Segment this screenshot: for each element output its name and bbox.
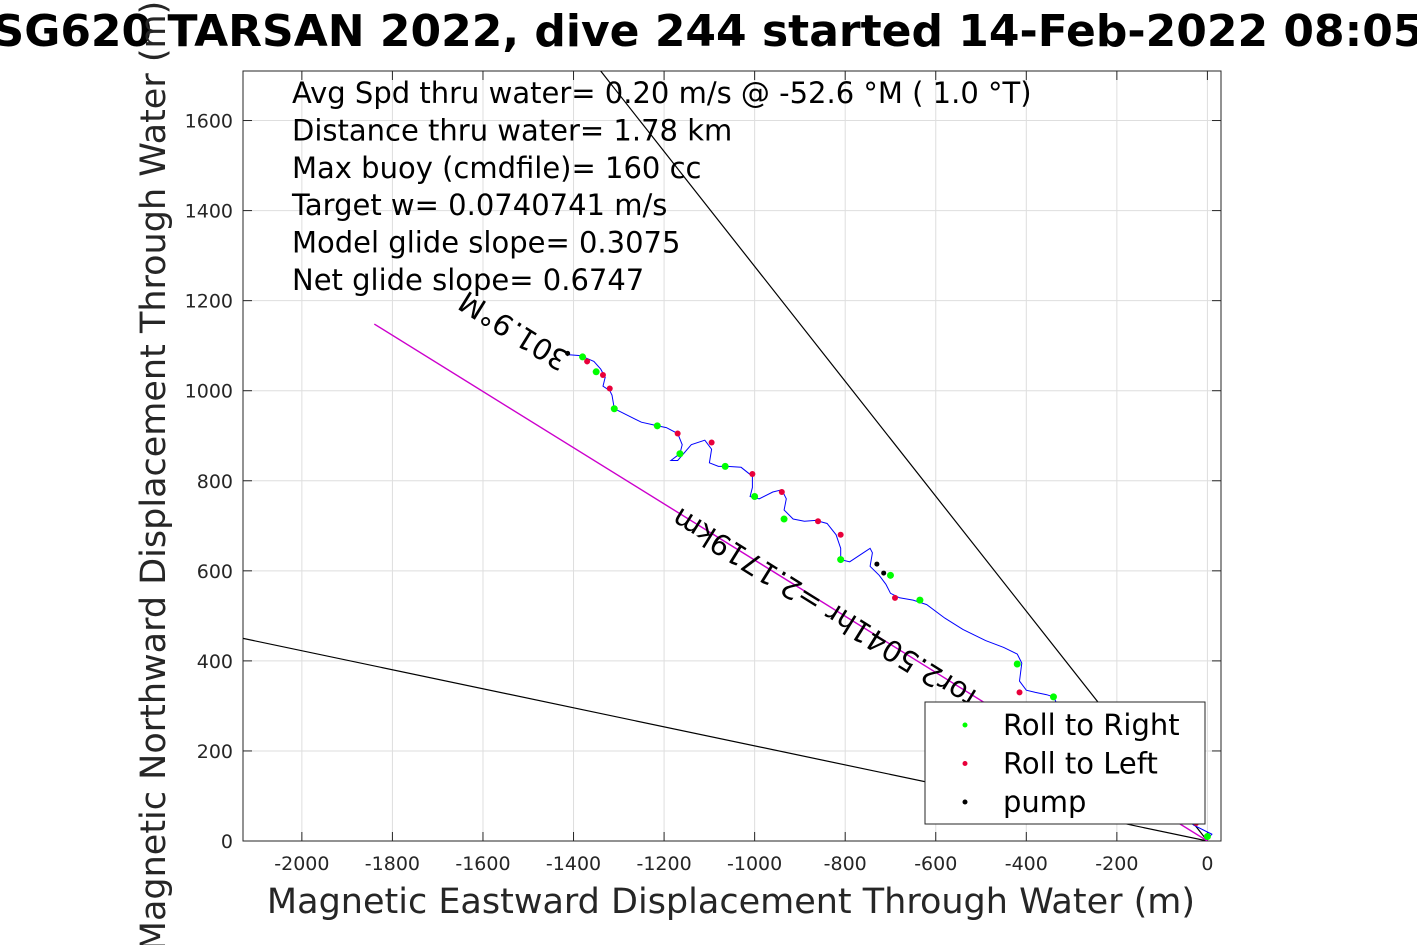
roll-right-point: [1013, 660, 1021, 668]
stats-annotation: Avg Spd thru water= 0.20 m/s @ -52.6 °M …: [292, 76, 1032, 110]
legend-entry: Roll to Left: [1003, 747, 1158, 781]
roll-left-point: [815, 518, 822, 525]
roll-right-point: [579, 353, 587, 361]
roll-left-point: [749, 471, 756, 478]
pump-point: [881, 570, 887, 576]
annotations: Avg Spd thru water= 0.20 m/s @ -52.6 °M …: [291, 76, 1032, 297]
roll-left-point: [584, 358, 591, 365]
roll-right-point: [1203, 832, 1211, 840]
legend-entry: pump: [1003, 785, 1086, 819]
x-tick-labels: -2000 -1800 -1600 -1400 -1200 -1000 -800 -600 -4…: [274, 853, 1213, 875]
x-tick-label: -1600: [455, 853, 510, 875]
roll-right-point: [916, 596, 924, 604]
heading-label: 301.9°M: [453, 284, 575, 378]
x-tick-label: -1200: [636, 853, 691, 875]
y-tick-labels: 0 200 400 600 800 1000 1200 1400 1600: [185, 111, 233, 853]
roll-left-point: [674, 430, 681, 437]
roll-left-point: [1016, 689, 1023, 696]
roll-left-point: [606, 385, 613, 392]
y-tick-label: 0: [221, 831, 233, 853]
legend-entry: Roll to Right: [1003, 708, 1180, 742]
x-tick-label: -1800: [365, 853, 420, 875]
y-tick-label: 200: [197, 741, 233, 763]
stats-annotation: Distance thru water= 1.78 km: [292, 113, 732, 147]
x-tick-label: -200: [1095, 853, 1138, 875]
y-tick-label: 1000: [185, 381, 233, 403]
stats-annotation: Model glide slope= 0.3075: [292, 226, 680, 260]
current-label: for2.5041hr =2.1719km: [666, 501, 983, 715]
roll-right-point: [751, 493, 759, 501]
pump-point: [874, 561, 880, 567]
y-tick-label: 1400: [185, 201, 233, 223]
legend-marker: [962, 761, 968, 766]
roll-left-point: [892, 594, 898, 601]
roll-right-point: [780, 515, 788, 523]
x-tick-label: 0: [1201, 853, 1213, 875]
stats-annotation: Target w= 0.0740741 m/s: [291, 188, 667, 222]
x-tick-label: -400: [1005, 853, 1048, 875]
legend-marker: [962, 799, 968, 805]
roll-right-point: [653, 422, 661, 430]
stats-annotation: Max buoy (cmdfile)= 160 cc: [292, 151, 701, 185]
axis-ticks: [243, 71, 1221, 842]
stats-annotation: Net glide slope= 0.6747: [292, 263, 644, 297]
x-tick-label: -1400: [546, 853, 601, 875]
y-tick-label: 800: [197, 471, 233, 493]
roll-right-point: [610, 405, 618, 413]
roll-right-point: [676, 450, 684, 458]
legend: Roll to Right Roll to Left pump: [924, 701, 1206, 825]
y-tick-label: 600: [197, 561, 233, 583]
y-tick-label: 400: [197, 651, 233, 673]
roll-left-point: [837, 531, 844, 538]
plot-frame: [242, 70, 1222, 842]
y-tick-label: 1200: [185, 291, 233, 313]
x-tick-label: -800: [824, 853, 867, 875]
roll-left-point: [778, 489, 785, 496]
y-tick-label: 1600: [185, 111, 233, 133]
rotated-labels: 301.9°M for2.5041hr =2.1719km: [453, 284, 983, 715]
x-tick-label: -1000: [727, 853, 782, 875]
legend-box: [924, 701, 1206, 825]
chart-title: SG620 TARSAN 2022, dive 244 started 14-F…: [0, 6, 1417, 57]
roll-left-point: [599, 371, 606, 378]
x-tick-label: -2000: [274, 853, 329, 875]
x-axis-label: Magnetic Eastward Displacement Through W…: [267, 882, 1195, 922]
roll-right-point: [1049, 693, 1057, 701]
roll-right-point: [837, 556, 845, 564]
roll-right-point: [886, 571, 894, 579]
x-tick-label: -600: [914, 853, 957, 875]
track-line: [568, 354, 1213, 837]
legend-marker: [962, 722, 968, 728]
roll-right-point: [721, 462, 729, 470]
y-axis-label: Magnetic Northward Displacement Through …: [134, 1, 174, 945]
pump-point: [565, 350, 571, 356]
roll-left-point: [708, 439, 715, 446]
roll-right-point: [592, 368, 600, 376]
